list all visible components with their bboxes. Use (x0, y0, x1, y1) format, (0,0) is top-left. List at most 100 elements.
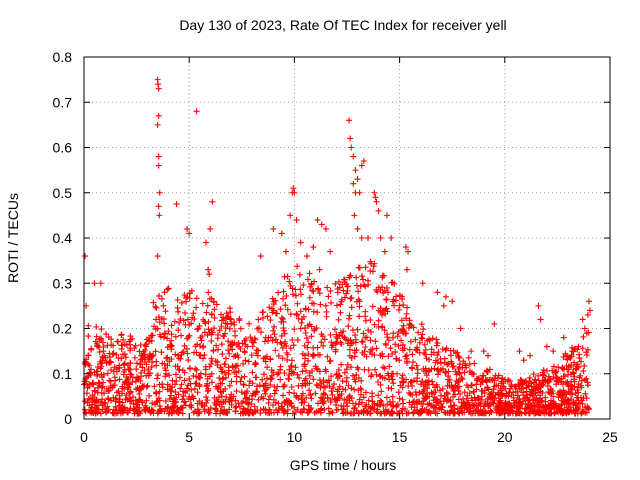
data-point (363, 401, 370, 408)
data-point (159, 384, 166, 391)
data-point (168, 337, 175, 344)
data-point (526, 374, 533, 381)
data-point (208, 355, 215, 362)
x-tick-label: 0 (80, 429, 88, 445)
data-point (155, 162, 162, 169)
data-point (484, 368, 491, 375)
data-point (377, 286, 384, 293)
data-point (443, 389, 450, 396)
data-point (297, 308, 304, 315)
data-point (503, 392, 510, 399)
data-point (477, 406, 484, 413)
data-point (85, 360, 92, 367)
data-point (306, 294, 313, 301)
x-tick-label: 5 (185, 429, 193, 445)
data-point (197, 351, 204, 358)
data-point (429, 378, 436, 385)
data-point (81, 406, 88, 413)
data-point (340, 328, 347, 335)
data-point (177, 385, 184, 392)
data-point (307, 406, 314, 413)
data-point (535, 410, 542, 417)
data-point (522, 394, 529, 401)
data-point (182, 321, 189, 328)
data-point (451, 387, 458, 394)
data-point (355, 264, 362, 271)
data-point (108, 336, 115, 343)
data-point (456, 364, 463, 371)
data-point (399, 384, 406, 391)
data-point (186, 290, 193, 297)
data-point (264, 384, 271, 391)
data-point (414, 378, 421, 385)
data-point (97, 360, 104, 367)
data-point (226, 305, 233, 312)
data-point (445, 373, 452, 380)
data-point (262, 390, 269, 397)
data-point (381, 248, 388, 255)
data-point (175, 308, 182, 315)
data-point (322, 384, 329, 391)
data-point (176, 409, 183, 416)
data-point (556, 389, 563, 396)
data-point (506, 389, 513, 396)
data-point (172, 333, 179, 340)
y-axis-label: ROTI / TECUs (5, 193, 21, 283)
data-point (479, 388, 486, 395)
data-point (169, 384, 176, 391)
data-point (233, 403, 240, 410)
data-point (172, 351, 179, 358)
data-point (373, 198, 380, 205)
data-point (306, 321, 313, 328)
data-point (156, 381, 163, 388)
data-point (347, 337, 354, 344)
data-point (281, 330, 288, 337)
data-point (143, 383, 150, 390)
data-point (379, 324, 386, 331)
data-point (483, 409, 490, 416)
data-point (268, 375, 275, 382)
data-point (89, 380, 96, 387)
data-point (234, 351, 241, 358)
data-point (86, 362, 93, 369)
data-point (270, 396, 277, 403)
data-point (137, 356, 144, 363)
data-point (379, 353, 386, 360)
data-point (138, 369, 145, 376)
data-point (225, 347, 232, 354)
data-point (125, 366, 132, 373)
data-point (190, 372, 197, 379)
data-point (103, 331, 110, 338)
data-point (367, 258, 374, 265)
data-point (175, 355, 182, 362)
data-point (385, 408, 392, 415)
data-point (395, 343, 402, 350)
data-point (485, 386, 492, 393)
data-point (171, 381, 178, 388)
data-point (456, 370, 463, 377)
data-point (302, 305, 309, 312)
data-point (99, 339, 106, 346)
data-point (174, 363, 181, 370)
data-point (232, 363, 239, 370)
y-tick-label: 0.4 (53, 230, 73, 246)
data-point (294, 263, 301, 270)
data-point (287, 363, 294, 370)
data-point (390, 380, 397, 387)
data-point (143, 343, 150, 350)
data-point (141, 367, 148, 374)
data-point (349, 372, 356, 379)
data-point (394, 333, 401, 340)
data-point (458, 399, 465, 406)
data-point (576, 355, 583, 362)
data-point (570, 370, 577, 377)
data-point (388, 235, 395, 241)
data-point (297, 291, 304, 298)
y-tick-label: 0.7 (53, 94, 73, 110)
data-point (375, 317, 382, 324)
data-point (258, 394, 265, 401)
data-point (400, 378, 407, 385)
data-point (281, 369, 288, 376)
data-point (354, 225, 361, 232)
data-point (461, 389, 468, 396)
